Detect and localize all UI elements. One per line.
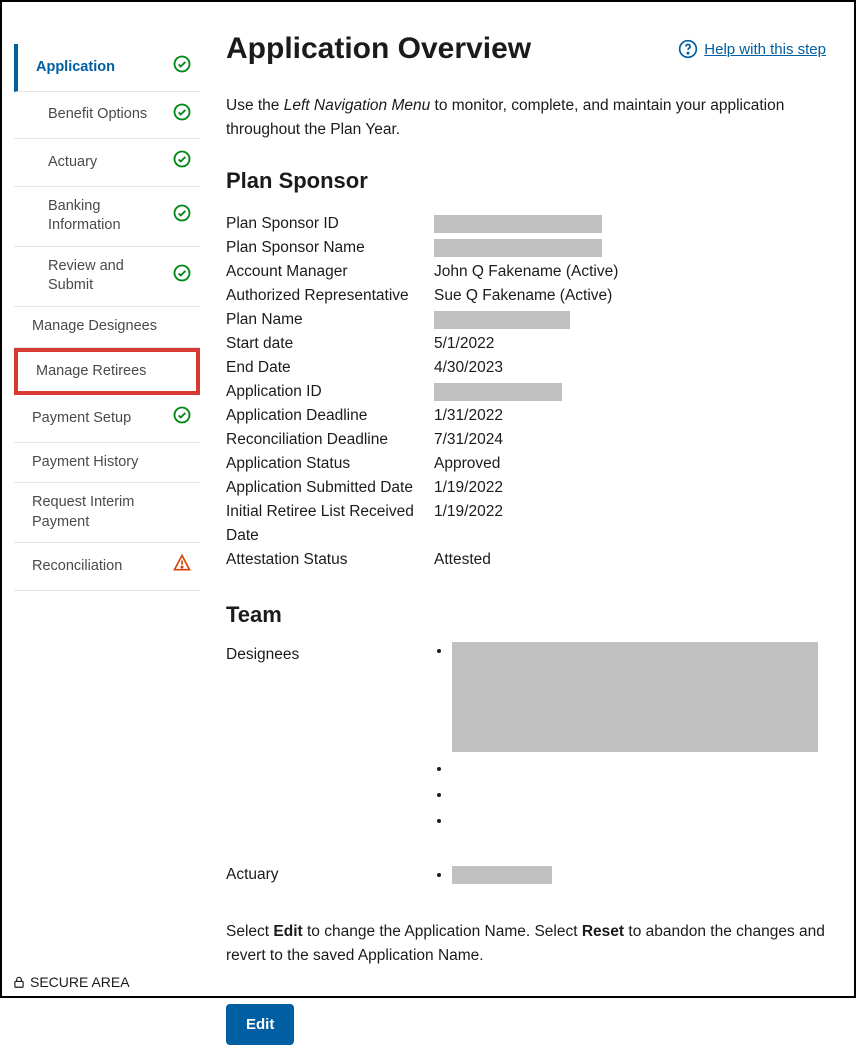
nav-label: Actuary — [48, 153, 172, 173]
field-row: Application StatusApproved — [226, 452, 826, 476]
field-row: Start date5/1/2022 — [226, 332, 826, 356]
field-row: Initial Retiree List Received Date1/19/2… — [226, 500, 826, 548]
nav-label: Reconciliation — [32, 557, 172, 577]
check-circle-icon — [172, 102, 192, 129]
nav-label: Banking Information — [48, 197, 172, 236]
field-value: 1/19/2022 — [434, 476, 826, 500]
edit-button[interactable]: Edit — [226, 1004, 294, 1045]
field-label: Reconciliation Deadline — [226, 428, 434, 452]
team-heading: Team — [226, 602, 826, 628]
field-value: Approved — [434, 452, 826, 476]
help-link-label: Help with this step — [704, 41, 826, 58]
field-label: Application ID — [226, 380, 434, 404]
field-label: Attestation Status — [226, 548, 434, 572]
field-row: Authorized RepresentativeSue Q Fakename … — [226, 284, 826, 308]
field-row: Plan Sponsor ID — [226, 212, 826, 236]
field-label: Plan Sponsor ID — [226, 212, 434, 236]
nav-item-banking-information[interactable]: Banking Information — [14, 187, 200, 247]
field-value: 7/31/2024 — [434, 428, 826, 452]
redacted-value — [434, 239, 602, 257]
nav-label: Benefit Options — [48, 105, 172, 125]
lock-icon — [12, 975, 26, 989]
field-label: Application Submitted Date — [226, 476, 434, 500]
nav-item-reconciliation[interactable]: Reconciliation — [14, 543, 200, 591]
field-label: Plan Sponsor Name — [226, 236, 434, 260]
nav-label: Manage Designees — [32, 317, 192, 337]
designees-row: Designees — [226, 646, 826, 838]
actuary-redacted — [452, 866, 552, 884]
field-value: Sue Q Fakename (Active) — [434, 284, 826, 308]
field-label: Application Status — [226, 452, 434, 476]
field-row: Reconciliation Deadline7/31/2024 — [226, 428, 826, 452]
nav-item-actuary[interactable]: Actuary — [14, 139, 200, 187]
field-row: Application Submitted Date1/19/2022 — [226, 476, 826, 500]
check-circle-icon — [172, 149, 192, 176]
actuary-row: Actuary — [226, 866, 826, 892]
field-row: Attestation StatusAttested — [226, 548, 826, 572]
redacted-value — [434, 383, 562, 401]
nav-item-payment-setup[interactable]: Payment Setup — [14, 395, 200, 443]
actuary-values — [434, 866, 826, 892]
field-value: John Q Fakename (Active) — [434, 260, 826, 284]
actuary-label: Actuary — [226, 866, 434, 892]
field-value: 1/31/2022 — [434, 404, 826, 428]
field-label: Account Manager — [226, 260, 434, 284]
intro-text: Use the Left Navigation Menu to monitor,… — [226, 94, 826, 142]
field-row: Application ID — [226, 380, 826, 404]
nav-label: Request Interim Payment — [32, 493, 192, 532]
nav-label: Application — [36, 58, 172, 78]
help-icon — [678, 39, 698, 59]
designees-label: Designees — [226, 646, 434, 838]
field-label: Application Deadline — [226, 404, 434, 428]
nav-label: Payment History — [32, 453, 192, 473]
field-value: 5/1/2022 — [434, 332, 826, 356]
check-circle-icon — [172, 405, 192, 432]
check-circle-icon — [172, 203, 192, 230]
nav-label: Manage Retirees — [36, 362, 188, 382]
sponsor-fields: Plan Sponsor IDPlan Sponsor NameAccount … — [226, 212, 826, 572]
field-value — [434, 236, 826, 260]
field-value — [434, 308, 826, 332]
field-value: 1/19/2022 — [434, 500, 826, 548]
field-row: End Date4/30/2023 — [226, 356, 826, 380]
nav-label: Review and Submit — [48, 257, 172, 296]
sponsor-heading: Plan Sponsor — [226, 168, 826, 194]
redacted-value — [434, 215, 602, 233]
field-row: Plan Name — [226, 308, 826, 332]
designee-redacted — [452, 642, 818, 752]
nav-label: Payment Setup — [32, 409, 172, 429]
field-label: Initial Retiree List Received Date — [226, 500, 434, 548]
check-circle-icon — [172, 54, 192, 81]
edit-instruction: Select Edit to change the Application Na… — [226, 920, 826, 968]
check-circle-icon — [172, 263, 192, 290]
nav-item-payment-history[interactable]: Payment History — [14, 443, 200, 484]
field-label: Plan Name — [226, 308, 434, 332]
field-label: End Date — [226, 356, 434, 380]
field-row: Plan Sponsor Name — [226, 236, 826, 260]
warning-icon — [172, 553, 192, 580]
secure-area-badge: SECURE AREA — [12, 974, 130, 990]
designees-values — [434, 646, 826, 838]
nav-item-application[interactable]: Application — [14, 44, 200, 92]
field-row: Application Deadline1/31/2022 — [226, 404, 826, 428]
field-row: Account ManagerJohn Q Fakename (Active) — [226, 260, 826, 284]
nav-item-benefit-options[interactable]: Benefit Options — [14, 92, 200, 140]
nav-item-review-and-submit[interactable]: Review and Submit — [14, 247, 200, 307]
nav-item-manage-designees[interactable]: Manage Designees — [14, 307, 200, 348]
field-label: Start date — [226, 332, 434, 356]
field-value: Attested — [434, 548, 826, 572]
field-value — [434, 380, 826, 404]
field-label: Authorized Representative — [226, 284, 434, 308]
left-nav: Application Benefit Options Actuary Banking… — [14, 26, 200, 966]
nav-item-manage-retirees[interactable]: Manage Retirees — [14, 348, 200, 396]
help-link[interactable]: Help with this step — [678, 39, 826, 59]
field-value: 4/30/2023 — [434, 356, 826, 380]
page-title: Application Overview — [226, 32, 531, 66]
redacted-value — [434, 311, 570, 329]
field-value — [434, 212, 826, 236]
main-content: Application Overview Help with this step… — [200, 26, 826, 966]
nav-item-request-interim-payment[interactable]: Request Interim Payment — [14, 483, 200, 543]
